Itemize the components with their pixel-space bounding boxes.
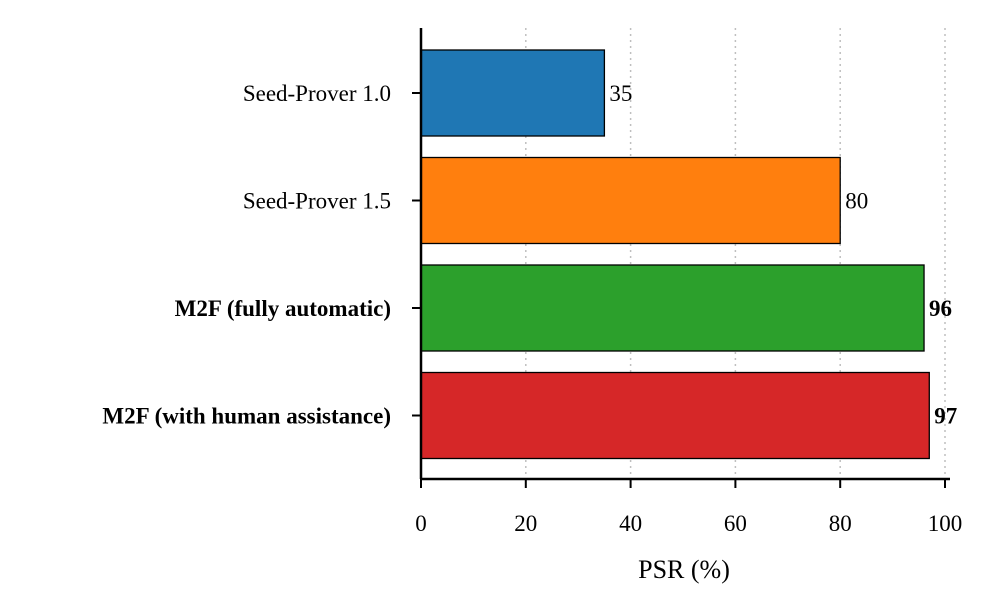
x-ticks: 0 20 40 60 80 100: [415, 479, 962, 536]
bars: [420, 49, 930, 460]
value-label: 80: [845, 189, 868, 214]
value-label: 35: [609, 81, 632, 106]
category-label: Seed-Prover 1.0: [243, 81, 391, 106]
bar-4: [420, 371, 930, 460]
bar-1: [420, 49, 606, 137]
y-tick-labels: Seed-Prover 1.0 Seed-Prover 1.5 M2F (fully…: [102, 81, 421, 429]
x-axis-title: PSR (%): [638, 555, 730, 584]
value-labels: 35 80 96 97: [609, 81, 957, 429]
bar-2: [420, 156, 841, 245]
category-label: M2F (with human assistance): [102, 404, 391, 429]
bar-3: [420, 264, 925, 352]
category-label: Seed-Prover 1.5: [243, 189, 391, 214]
category-label: M2F (fully automatic): [175, 296, 391, 321]
x-tick-label: 40: [619, 511, 642, 536]
value-label: 96: [929, 296, 952, 321]
value-label: 97: [934, 404, 957, 429]
x-tick-label: 80: [829, 511, 852, 536]
x-tick-label: 20: [514, 511, 537, 536]
x-tick-label: 100: [928, 511, 963, 536]
axes: [419, 28, 950, 481]
x-tick-label: 0: [415, 511, 427, 536]
x-tick-label: 60: [724, 511, 747, 536]
